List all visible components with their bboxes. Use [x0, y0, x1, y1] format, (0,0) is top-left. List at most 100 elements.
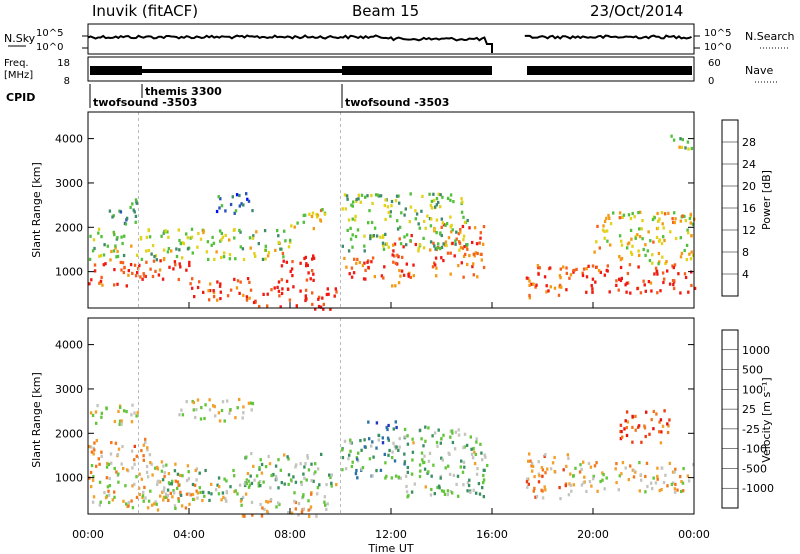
colorbar-tick-label: 4: [742, 268, 749, 281]
heatmap-cell: [244, 483, 247, 488]
heatmap-cell: [277, 458, 280, 462]
heatmap-cell: [367, 420, 370, 424]
heatmap-cell: [181, 474, 184, 478]
heatmap-cell: [247, 401, 251, 405]
heatmap-cell: [379, 468, 383, 472]
heatmap-cell: [208, 289, 212, 293]
heatmap-cell: [417, 222, 420, 226]
heatmap-cell: [382, 247, 386, 251]
heatmap-cell: [208, 398, 211, 402]
heatmap-cell: [221, 400, 225, 404]
heatmap-cell: [426, 214, 429, 218]
heatmap-cell: [472, 446, 475, 451]
heatmap-cell: [349, 440, 352, 445]
heatmap-cell: [120, 268, 123, 272]
power-ylabel: Slant Range [km]: [30, 162, 43, 258]
heatmap-cell: [250, 481, 254, 485]
heatmap-cell: [216, 483, 219, 487]
heatmap-cell: [208, 498, 211, 502]
heatmap-cell: [674, 217, 677, 221]
heatmap-cell: [113, 495, 116, 499]
heatmap-cell: [267, 250, 271, 255]
heatmap-cell: [451, 241, 454, 245]
heatmap-cell: [229, 202, 233, 207]
heatmap-cell: [409, 239, 412, 243]
heatmap-cell: [391, 456, 394, 460]
heatmap-cell: [692, 463, 695, 467]
heatmap-cell: [234, 209, 238, 213]
heatmap-cell: [370, 444, 373, 448]
heatmap-cell: [161, 478, 165, 482]
heatmap-cell: [587, 264, 590, 268]
heatmap-cell: [473, 226, 477, 230]
heatmap-cell: [207, 257, 210, 262]
heatmap-cell: [578, 470, 582, 474]
heatmap-cell: [440, 245, 444, 249]
heatmap-cell: [559, 276, 562, 280]
heatmap-cell: [379, 194, 383, 198]
heatmap-cell: [631, 440, 634, 444]
heatmap-cell: [163, 229, 166, 233]
heatmap-cell: [653, 216, 656, 220]
heatmap-cell: [316, 213, 320, 217]
heatmap-cell: [240, 202, 243, 206]
heatmap-cell: [290, 224, 293, 228]
heatmap-cell: [569, 472, 572, 476]
heatmap-cell: [435, 218, 439, 222]
heatmap-cell: [100, 454, 103, 458]
heatmap-cell: [647, 280, 651, 284]
heatmap-cell: [225, 491, 229, 495]
heatmap-cell: [440, 217, 443, 221]
heatmap-cell: [475, 440, 478, 444]
heatmap-cell: [120, 419, 123, 423]
heatmap-cell: [599, 270, 602, 274]
heatmap-cell: [120, 462, 123, 466]
heatmap-cell: [385, 425, 388, 430]
heatmap-cell: [302, 213, 305, 217]
heatmap-cell: [290, 511, 294, 515]
heatmap-cell: [403, 427, 407, 431]
heatmap-cell: [343, 439, 347, 443]
heatmap-cell: [137, 486, 141, 490]
heatmap-cell: [541, 474, 544, 478]
heatmap-cell: [672, 286, 676, 291]
heatmap-cell: [392, 260, 395, 264]
heatmap-cell: [439, 205, 442, 209]
heatmap-cell: [544, 471, 547, 475]
heatmap-cell: [89, 411, 93, 415]
heatmap-cell: [593, 464, 597, 468]
heatmap-cell: [177, 499, 180, 503]
heatmap-cell: [569, 483, 573, 487]
heatmap-cell: [188, 260, 191, 264]
heatmap-cell: [233, 474, 236, 478]
heatmap-cell: [297, 502, 301, 506]
heatmap-cell: [357, 197, 360, 201]
heatmap-cell: [680, 489, 683, 494]
heatmap-cell: [242, 257, 246, 262]
heatmap-cell: [140, 257, 144, 261]
heatmap-cell: [147, 248, 151, 253]
heatmap-cell: [473, 462, 477, 466]
heatmap-cell: [631, 244, 634, 248]
heatmap-cell: [545, 284, 548, 288]
heatmap-cell: [219, 290, 222, 294]
heatmap-cell: [383, 265, 386, 269]
heatmap-cell: [117, 472, 120, 476]
heatmap-cell: [259, 458, 262, 462]
heatmap-cell: [624, 419, 627, 423]
heatmap-cell: [204, 468, 207, 473]
heatmap-cell: [475, 472, 479, 476]
heatmap-cell: [445, 222, 449, 226]
heatmap-cell: [390, 476, 393, 480]
heatmap-cell: [145, 249, 148, 253]
heatmap-cell: [560, 285, 563, 289]
heatmap-cell: [384, 232, 387, 236]
heatmap-cell: [165, 463, 168, 467]
heatmap-cell: [242, 411, 245, 415]
heatmap-cell: [287, 511, 290, 515]
heatmap-cell: [109, 452, 113, 456]
heatmap-cell: [266, 292, 269, 296]
heatmap-cell: [360, 448, 363, 452]
heatmap-cell: [218, 206, 221, 210]
heatmap-cell: [643, 283, 646, 287]
